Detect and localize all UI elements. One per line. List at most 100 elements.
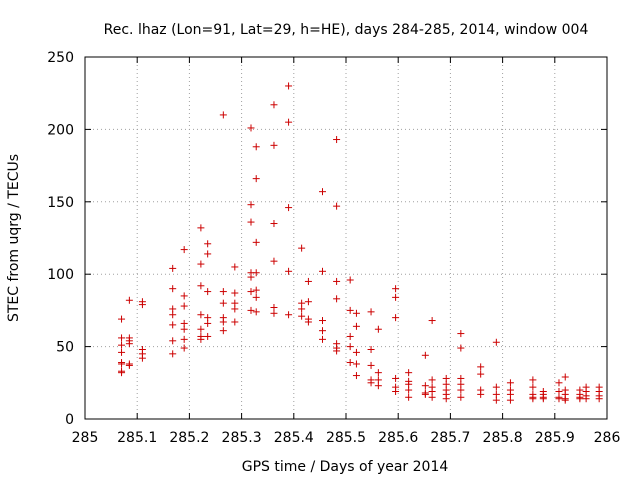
data-point <box>169 264 177 272</box>
data-point <box>442 395 450 403</box>
data-point <box>138 354 146 362</box>
x-tick-label: 285 <box>72 430 99 446</box>
chart-title: Rec. lhaz (Lon=91, Lat=29, h=HE), days 2… <box>104 22 589 38</box>
data-point <box>247 124 255 132</box>
grid <box>85 57 607 419</box>
plot-frame <box>84 56 608 420</box>
data-point <box>204 332 212 340</box>
data-point <box>333 347 341 355</box>
data-point <box>180 335 188 343</box>
data-point <box>252 269 260 277</box>
data-point <box>492 338 500 346</box>
data-point <box>270 101 278 109</box>
data-point <box>247 218 255 226</box>
data-point <box>270 309 278 317</box>
data-points <box>118 82 603 404</box>
data-point <box>285 267 293 275</box>
data-point <box>477 363 485 371</box>
data-point <box>333 136 341 144</box>
data-point <box>333 202 341 210</box>
data-point <box>405 369 413 377</box>
data-point <box>392 387 400 395</box>
y-tick-label: 250 <box>47 50 74 66</box>
data-point <box>529 383 537 391</box>
data-point <box>374 369 382 377</box>
data-point <box>561 396 569 404</box>
data-point <box>197 224 205 232</box>
data-point <box>392 293 400 301</box>
data-point <box>367 361 375 369</box>
data-point <box>125 361 133 369</box>
data-point <box>285 204 293 212</box>
data-point <box>421 390 429 398</box>
y-tick-label: 50 <box>56 340 74 356</box>
data-point <box>298 244 306 252</box>
data-point <box>204 250 212 258</box>
data-point <box>304 298 312 306</box>
data-point <box>346 343 354 351</box>
x-tick-label: 285.2 <box>169 430 209 446</box>
data-point <box>270 257 278 265</box>
data-point <box>180 246 188 254</box>
data-point <box>285 311 293 319</box>
data-point <box>270 141 278 149</box>
data-point <box>118 334 126 342</box>
data-point <box>219 327 227 335</box>
data-point <box>392 374 400 382</box>
data-point <box>252 238 260 246</box>
y-tick-label: 100 <box>47 267 74 283</box>
data-point <box>247 306 255 314</box>
data-point <box>219 288 227 296</box>
data-point <box>169 285 177 293</box>
data-point <box>197 282 205 290</box>
data-point <box>197 325 205 333</box>
x-axis-label: GPS time / Days of year 2014 <box>242 459 449 475</box>
x-tick-label: 285.9 <box>535 430 575 446</box>
data-point <box>457 344 465 352</box>
data-point <box>319 317 327 325</box>
data-point <box>231 263 239 271</box>
data-point <box>180 344 188 352</box>
x-tick-labels: 285 285.1 285.2 285.3 285.4 285.5 285.6 285.7 28… <box>72 430 621 446</box>
x-tick-label: 285.8 <box>483 430 523 446</box>
data-point <box>204 319 212 327</box>
data-point <box>421 382 429 390</box>
data-point <box>247 273 255 281</box>
x-tick-label: 285.7 <box>430 430 470 446</box>
data-point <box>125 296 133 304</box>
data-point <box>219 318 227 326</box>
data-point <box>298 312 306 320</box>
data-point <box>492 396 500 404</box>
data-point <box>477 390 485 398</box>
data-point <box>270 220 278 228</box>
data-point <box>352 322 360 330</box>
data-point <box>529 376 537 384</box>
data-point <box>374 382 382 390</box>
data-point <box>118 315 126 323</box>
data-point <box>169 321 177 329</box>
data-point <box>285 82 293 90</box>
data-point <box>477 370 485 378</box>
data-point <box>352 309 360 317</box>
data-point <box>539 395 547 403</box>
data-point <box>352 372 360 380</box>
data-point <box>506 379 514 387</box>
x-tick-label: 285.1 <box>117 430 157 446</box>
data-point <box>529 395 537 403</box>
data-point <box>319 335 327 343</box>
data-point <box>319 327 327 335</box>
data-point <box>197 335 205 343</box>
data-point <box>180 302 188 310</box>
data-point <box>118 341 126 349</box>
data-point <box>304 318 312 326</box>
data-point <box>197 260 205 268</box>
data-point <box>169 311 177 319</box>
data-point <box>346 359 354 367</box>
data-point <box>252 175 260 183</box>
data-point <box>555 395 563 403</box>
data-point <box>333 277 341 285</box>
data-point <box>319 267 327 275</box>
data-point <box>298 305 306 313</box>
data-point <box>252 143 260 151</box>
data-point <box>118 348 126 356</box>
